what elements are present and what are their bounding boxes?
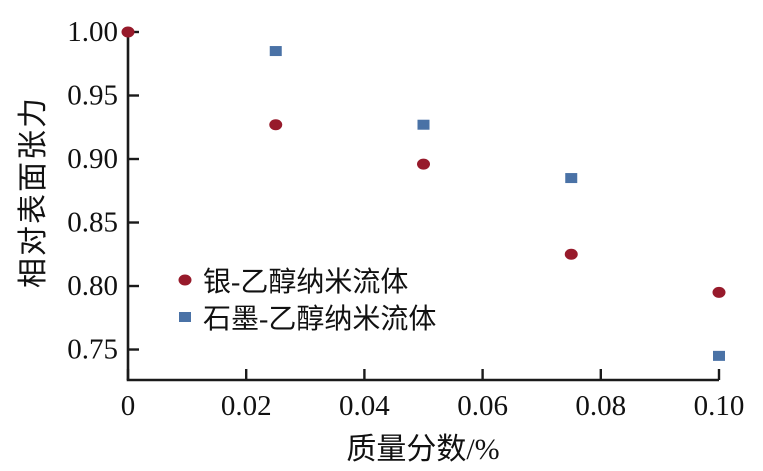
square-marker-icon: [179, 311, 191, 322]
x-tick-label: 0: [121, 390, 136, 422]
data-point-circle: [269, 119, 283, 131]
y-tick-label: 0.80: [67, 270, 118, 302]
legend: 银-乙醇纳米流体 石墨-乙醇纳米流体: [176, 261, 436, 335]
x-tick-label: 0.06: [457, 390, 508, 422]
data-point-square: [269, 46, 282, 57]
data-point-circle: [417, 158, 430, 170]
y-tick-label: 0.95: [67, 80, 118, 112]
circle-marker-icon: [178, 274, 192, 285]
x-tick-label: 0.10: [694, 390, 745, 422]
x-tick-label: 0.04: [339, 390, 390, 422]
data-point-circle: [121, 26, 135, 38]
y-tick-label: 0.75: [67, 334, 118, 366]
legend-item-silver-ethanol-nanofluid: 银-乙醇纳米流体: [176, 261, 436, 298]
x-axis-title: 质量分数/%: [346, 433, 500, 466]
data-point-circle: [564, 248, 578, 260]
x-tick-label: 0.02: [221, 390, 272, 422]
data-point-square: [713, 350, 725, 361]
y-tick-label: 1.00: [67, 16, 118, 48]
legend-label-graphite-ethanol-nanofluid: 石墨-乙醇纳米流体: [203, 303, 437, 335]
data-point-square: [417, 119, 430, 130]
y-axis-title: 相对表面张力: [17, 96, 50, 288]
y-tick-label: 0.85: [67, 207, 118, 239]
legend-item-graphite-ethanol-nanofluid: 石墨-乙醇纳米流体: [176, 298, 436, 335]
data-point-square: [565, 173, 578, 184]
x-tick-label: 0.08: [575, 390, 626, 422]
y-tick-label: 0.90: [67, 143, 118, 175]
data-point-circle: [712, 286, 726, 298]
legend-label-silver-ethanol-nanofluid: 银-乙醇纳米流体: [203, 266, 409, 298]
